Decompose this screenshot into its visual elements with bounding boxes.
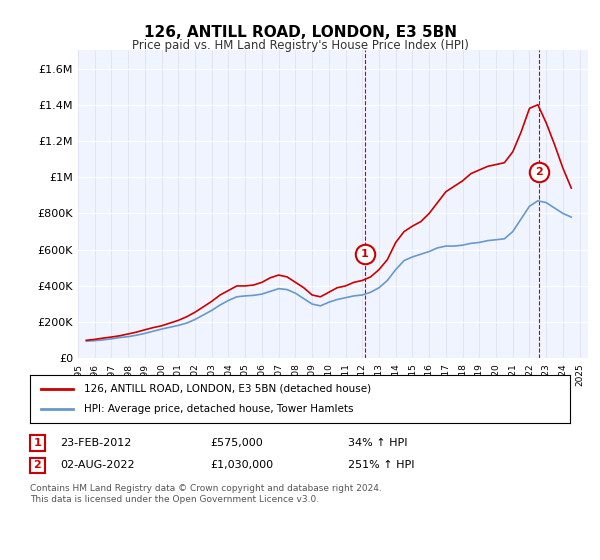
Text: 1: 1: [361, 249, 368, 259]
Text: 126, ANTILL ROAD, LONDON, E3 5BN (detached house): 126, ANTILL ROAD, LONDON, E3 5BN (detach…: [84, 384, 371, 394]
Text: 126, ANTILL ROAD, LONDON, E3 5BN: 126, ANTILL ROAD, LONDON, E3 5BN: [143, 25, 457, 40]
Text: 2: 2: [535, 167, 543, 177]
Text: 23-FEB-2012: 23-FEB-2012: [60, 438, 131, 448]
Text: 2: 2: [34, 460, 41, 470]
Text: Price paid vs. HM Land Registry's House Price Index (HPI): Price paid vs. HM Land Registry's House …: [131, 39, 469, 52]
Text: 1: 1: [34, 438, 41, 448]
Text: £1,030,000: £1,030,000: [210, 460, 273, 470]
Text: £575,000: £575,000: [210, 438, 263, 448]
Text: HPI: Average price, detached house, Tower Hamlets: HPI: Average price, detached house, Towe…: [84, 404, 353, 414]
Text: Contains HM Land Registry data © Crown copyright and database right 2024.
This d: Contains HM Land Registry data © Crown c…: [30, 484, 382, 504]
Text: 02-AUG-2022: 02-AUG-2022: [60, 460, 134, 470]
Text: 34% ↑ HPI: 34% ↑ HPI: [348, 438, 407, 448]
Text: 251% ↑ HPI: 251% ↑ HPI: [348, 460, 415, 470]
